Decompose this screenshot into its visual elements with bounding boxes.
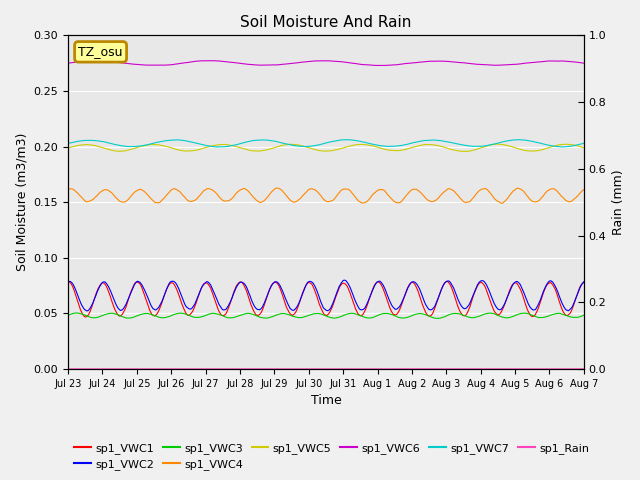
sp1_VWC5 xyxy=(371,144,379,149)
sp1_VWC6 xyxy=(310,58,318,64)
sp1_VWC5 xyxy=(343,144,351,150)
sp1_VWC5 xyxy=(312,147,320,153)
sp1_VWC1 xyxy=(82,314,90,320)
sp1_VWC7 xyxy=(559,144,567,150)
sp1_Rain xyxy=(570,366,577,372)
sp1_VWC4 xyxy=(314,189,321,194)
sp1_VWC7 xyxy=(343,137,351,143)
Line: sp1_VWC2: sp1_VWC2 xyxy=(68,280,584,311)
sp1_VWC2 xyxy=(340,277,348,283)
Y-axis label: Soil Moisture (m3/m3): Soil Moisture (m3/m3) xyxy=(15,133,28,271)
sp1_VWC7 xyxy=(570,143,577,149)
sp1_VWC7 xyxy=(515,137,522,143)
sp1_VWC1 xyxy=(64,279,72,285)
sp1_VWC5 xyxy=(488,142,495,147)
sp1_VWC5 xyxy=(580,145,588,151)
Line: sp1_VWC7: sp1_VWC7 xyxy=(68,140,584,147)
sp1_VWC5 xyxy=(309,146,317,152)
sp1_VWC5 xyxy=(460,148,468,154)
sp1_VWC5 xyxy=(494,141,502,147)
sp1_VWC4 xyxy=(344,186,352,192)
sp1_VWC3 xyxy=(64,312,72,318)
sp1_VWC4 xyxy=(372,189,380,194)
sp1_VWC3 xyxy=(435,315,442,321)
Line: sp1_VWC6: sp1_VWC6 xyxy=(68,61,584,65)
sp1_VWC6 xyxy=(207,58,214,64)
sp1_VWC2 xyxy=(373,279,381,285)
sp1_VWC7 xyxy=(309,143,317,149)
sp1_VWC3 xyxy=(314,311,321,316)
sp1_VWC2 xyxy=(489,298,497,303)
sp1_VWC3 xyxy=(344,311,352,317)
sp1_VWC7 xyxy=(371,142,379,148)
sp1_VWC6 xyxy=(580,60,588,66)
Line: sp1_VWC1: sp1_VWC1 xyxy=(68,281,584,317)
Line: sp1_VWC5: sp1_VWC5 xyxy=(68,144,584,151)
sp1_VWC5 xyxy=(64,145,72,151)
sp1_VWC4 xyxy=(64,187,72,193)
sp1_VWC2 xyxy=(84,308,92,314)
sp1_VWC2 xyxy=(346,283,353,288)
sp1_VWC6 xyxy=(373,62,381,68)
sp1_VWC4 xyxy=(570,197,577,203)
sp1_VWC1 xyxy=(310,286,318,291)
sp1_VWC1 xyxy=(489,305,497,311)
sp1_VWC3 xyxy=(310,311,318,317)
sp1_VWC6 xyxy=(489,62,497,68)
sp1_VWC1 xyxy=(444,278,451,284)
sp1_Rain xyxy=(580,366,588,372)
sp1_Rain xyxy=(349,366,357,372)
Title: Soil Moisture And Rain: Soil Moisture And Rain xyxy=(240,15,412,30)
sp1_Rain xyxy=(310,366,318,372)
Line: sp1_VWC3: sp1_VWC3 xyxy=(68,313,584,318)
sp1_VWC1 xyxy=(570,302,577,308)
sp1_VWC6 xyxy=(371,62,379,68)
sp1_VWC4 xyxy=(273,185,281,191)
sp1_VWC3 xyxy=(72,310,80,316)
sp1_Rain xyxy=(344,366,352,372)
Line: sp1_VWC4: sp1_VWC4 xyxy=(68,188,584,203)
sp1_Rain xyxy=(314,366,321,372)
sp1_VWC6 xyxy=(314,58,321,64)
sp1_VWC6 xyxy=(64,60,72,66)
sp1_VWC4 xyxy=(497,200,505,206)
sp1_Rain xyxy=(373,366,381,372)
sp1_VWC6 xyxy=(570,59,577,65)
sp1_VWC2 xyxy=(580,279,588,285)
sp1_VWC3 xyxy=(372,313,380,319)
sp1_VWC6 xyxy=(344,60,352,65)
sp1_VWC4 xyxy=(310,187,318,192)
sp1_VWC7 xyxy=(580,140,588,146)
sp1_VWC2 xyxy=(314,288,321,294)
sp1_VWC2 xyxy=(64,279,72,285)
sp1_Rain xyxy=(64,366,72,372)
X-axis label: Time: Time xyxy=(310,395,341,408)
sp1_VWC3 xyxy=(489,311,497,316)
sp1_Rain xyxy=(489,366,497,372)
Text: TZ_osu: TZ_osu xyxy=(78,45,123,59)
sp1_VWC7 xyxy=(64,141,72,146)
sp1_VWC7 xyxy=(312,143,320,148)
sp1_VWC4 xyxy=(580,187,588,192)
sp1_VWC7 xyxy=(487,142,495,148)
sp1_VWC1 xyxy=(580,280,588,286)
sp1_VWC4 xyxy=(488,192,495,198)
Y-axis label: Rain (mm): Rain (mm) xyxy=(612,169,625,235)
sp1_VWC2 xyxy=(570,301,577,307)
sp1_VWC2 xyxy=(310,282,318,288)
sp1_VWC1 xyxy=(372,280,380,286)
sp1_VWC3 xyxy=(570,314,577,320)
sp1_VWC1 xyxy=(344,285,352,291)
sp1_VWC5 xyxy=(570,142,577,148)
sp1_VWC1 xyxy=(314,294,321,300)
sp1_VWC3 xyxy=(580,312,588,318)
sp1_Rain xyxy=(77,366,85,372)
Legend: sp1_VWC1, sp1_VWC2, sp1_VWC3, sp1_VWC4, sp1_VWC5, sp1_VWC6, sp1_VWC7, sp1_Rain: sp1_VWC1, sp1_VWC2, sp1_VWC3, sp1_VWC4, … xyxy=(70,438,594,474)
